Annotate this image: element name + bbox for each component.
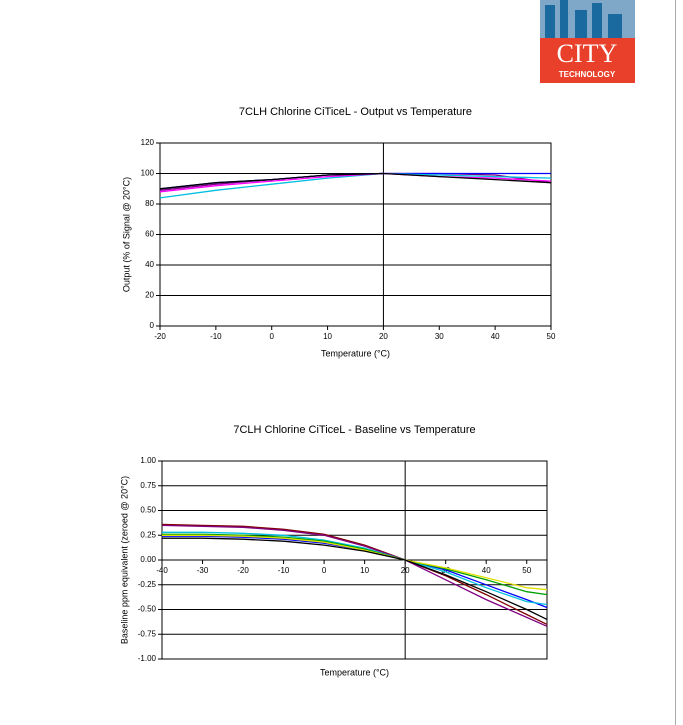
y-tick-label: 0.50 xyxy=(140,506,156,515)
x-tick-label: -20 xyxy=(237,566,249,575)
series-line xyxy=(159,172,552,199)
logo: CITY TECHNOLOGY xyxy=(540,0,635,83)
series-line xyxy=(162,534,548,591)
x-tick-label: 0 xyxy=(322,566,327,575)
chart-title: 7CLH Chlorine CiTiceL - Baseline vs Temp… xyxy=(233,424,475,436)
y-tick-label: 40 xyxy=(145,260,154,269)
x-tick-label: 30 xyxy=(435,332,444,341)
logo-building xyxy=(592,3,602,40)
series-line xyxy=(161,524,548,627)
x-tick-label: 20 xyxy=(379,332,388,341)
y-tick-label: -0.50 xyxy=(138,605,157,614)
logo-building xyxy=(575,10,587,40)
y-tick-label: 0.25 xyxy=(140,530,156,539)
series-line xyxy=(162,531,548,606)
series-line xyxy=(161,523,548,625)
x-tick-label: -10 xyxy=(210,332,222,341)
chart-title: 7CLH Chlorine CiTiceL - Output vs Temper… xyxy=(239,106,472,118)
x-tick-label: -10 xyxy=(278,566,290,575)
logo-building xyxy=(560,0,568,40)
y-tick-label: -0.75 xyxy=(138,629,157,638)
y-tick-label: -0.25 xyxy=(138,580,157,589)
y-tick-label: 60 xyxy=(145,230,154,239)
y-axis-title: Baseline ppm equivalent (zeroed @ 20°C) xyxy=(119,476,129,644)
y-tick-label: 1.00 xyxy=(140,456,156,465)
y-axis-title: Output (% of Signal @ 20°C) xyxy=(121,177,131,292)
x-tick-label: -20 xyxy=(154,332,166,341)
logo-building xyxy=(545,5,555,40)
logo-box xyxy=(540,38,635,83)
logo-name: CITY xyxy=(557,39,618,68)
x-tick-label: 40 xyxy=(482,566,491,575)
x-tick-label: -40 xyxy=(156,566,168,575)
y-tick-label: 100 xyxy=(141,169,155,178)
y-tick-label: 120 xyxy=(141,138,155,147)
y-tick-label: -1.00 xyxy=(138,654,157,663)
x-tick-label: 0 xyxy=(269,332,274,341)
x-tick-label: 10 xyxy=(360,566,369,575)
series-line xyxy=(159,172,552,190)
x-axis-title: Temperature (°C) xyxy=(320,667,389,677)
x-axis-title: Temperature (°C) xyxy=(321,348,390,358)
y-tick-label: 20 xyxy=(145,291,154,300)
series-line xyxy=(159,172,552,193)
x-tick-label: 40 xyxy=(491,332,500,341)
x-tick-label: 50 xyxy=(547,332,556,341)
series-line xyxy=(162,533,548,596)
logo-tagline: TECHNOLOGY xyxy=(559,70,616,79)
y-tick-label: 0.75 xyxy=(140,481,156,490)
series-line xyxy=(162,537,548,620)
x-tick-label: 10 xyxy=(323,332,332,341)
y-tick-label: 0 xyxy=(150,321,155,330)
y-tick-label: 0.00 xyxy=(140,555,156,564)
logo-building xyxy=(608,14,622,40)
x-tick-label: -30 xyxy=(197,566,209,575)
x-tick-label: 50 xyxy=(522,566,531,575)
y-tick-label: 80 xyxy=(145,199,154,208)
